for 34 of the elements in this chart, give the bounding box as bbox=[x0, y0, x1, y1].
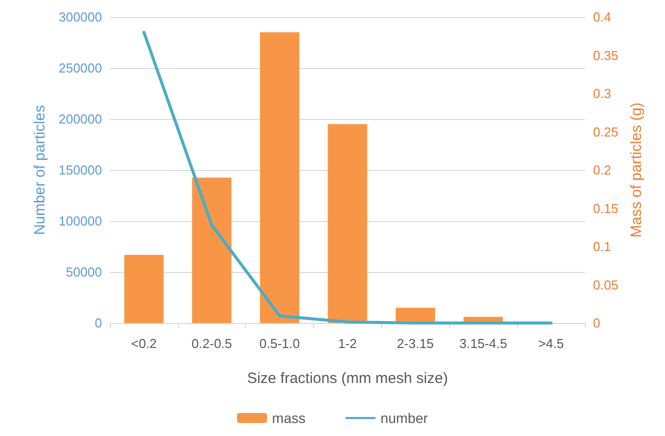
x-tick-label: 0.2-0.5 bbox=[192, 336, 232, 351]
bar bbox=[328, 124, 368, 323]
y-axis-title: Number of particles bbox=[32, 104, 49, 236]
y-tick-label: 50000 bbox=[66, 264, 102, 280]
legend-label: number bbox=[380, 410, 428, 426]
y2-tick-label: 0.1 bbox=[593, 239, 612, 254]
x-tick-label: 1-2 bbox=[338, 336, 357, 351]
y2-axis-title: Mass of particles (g) bbox=[628, 102, 646, 238]
legend-label: mass bbox=[272, 410, 306, 426]
bar bbox=[260, 32, 300, 323]
bar bbox=[396, 308, 436, 323]
line-series bbox=[142, 30, 553, 324]
x-tick-label: 2-3.15 bbox=[396, 336, 434, 351]
bar bbox=[192, 178, 232, 323]
y2-tick-label: 0.4 bbox=[593, 10, 612, 24]
y2-tick-label: 0 bbox=[593, 316, 600, 330]
y2-tick-label: 0.15 bbox=[593, 200, 618, 216]
y2-tick-label: 0.3 bbox=[593, 86, 612, 101]
y-tick-label: 200000 bbox=[58, 112, 102, 126]
y-tick-label: 250000 bbox=[58, 60, 102, 76]
x-tick-label: <0.2 bbox=[131, 336, 157, 351]
y2-tick-label: 0.05 bbox=[593, 277, 618, 292]
y-tick-label: 100000 bbox=[58, 214, 102, 228]
bar bbox=[124, 254, 164, 323]
x-tick-label: >4.5 bbox=[538, 336, 564, 351]
y2-tick-label: 0.25 bbox=[593, 124, 618, 140]
x-tick-label: 0.5-1.0 bbox=[259, 336, 300, 351]
y2-tick-label: 0.35 bbox=[593, 48, 618, 63]
y-tick-label: 0 bbox=[94, 316, 102, 330]
y-tick-label: 300000 bbox=[58, 10, 102, 24]
y-tick-label: 150000 bbox=[58, 162, 102, 178]
y2-tick-label: 0.2 bbox=[593, 162, 612, 178]
x-axis-title: Size fractions (mm mesh size) bbox=[247, 370, 448, 387]
x-tick-label: 3.15-4.5 bbox=[459, 336, 508, 351]
